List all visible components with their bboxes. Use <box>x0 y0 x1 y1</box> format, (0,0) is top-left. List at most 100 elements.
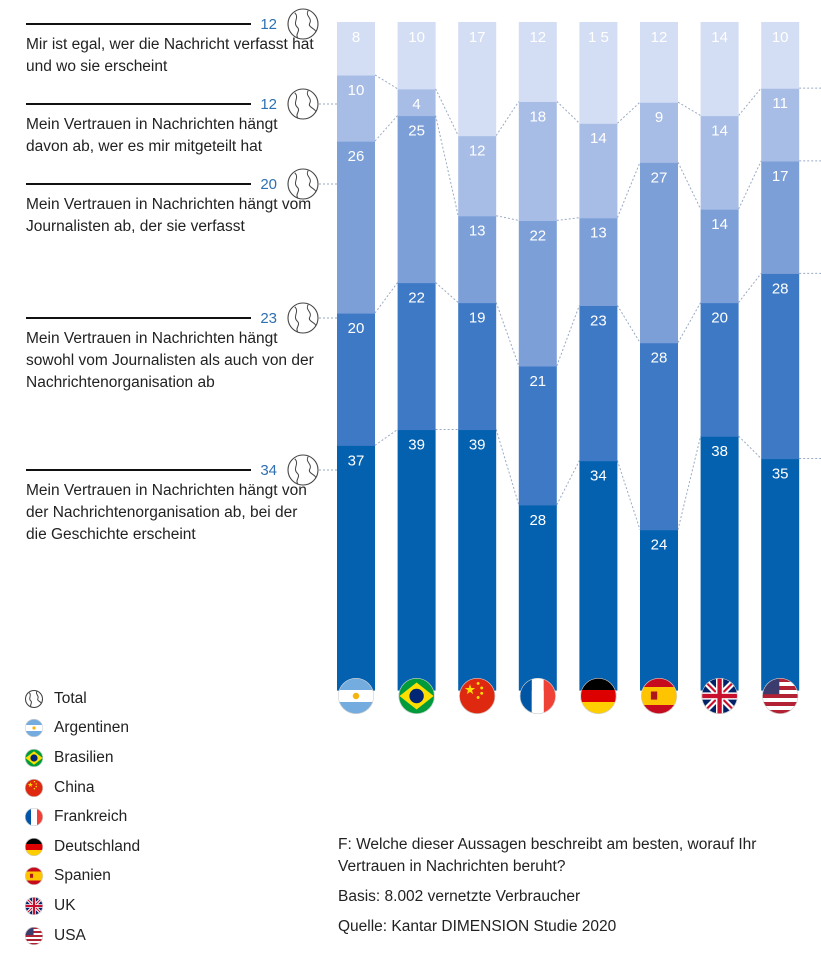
connector-line <box>556 305 580 367</box>
bar-value-label: 35 <box>772 466 789 483</box>
bar-segment <box>397 115 436 284</box>
total-value: 34 <box>260 462 277 479</box>
uk-flag-icon <box>701 677 738 715</box>
total-value: 23 <box>260 310 277 327</box>
bar-value-label: 27 <box>651 169 668 186</box>
statement-label: Mir ist egal, wer die Nachricht verfasst… <box>26 36 314 75</box>
bar-value-label: 14 <box>711 29 728 46</box>
connector-line <box>617 101 641 124</box>
bar-segment <box>640 529 678 691</box>
bar-value-label: 20 <box>348 320 365 337</box>
france-flag-icon <box>519 677 556 715</box>
bar-segment <box>518 101 557 222</box>
bar-segment <box>458 135 497 217</box>
legend-label: Deutschland <box>54 837 141 855</box>
argentina-flag-icon <box>25 719 43 738</box>
connector-line <box>435 88 459 136</box>
legend-item: Argentinen <box>24 714 140 744</box>
statement-label: Mein Vertrauen in Nachrichten hängt von … <box>26 482 307 543</box>
statement-label: Mein Vertrauen in Nachrichten hängt davo… <box>26 116 278 155</box>
bar-value-label: 26 <box>348 148 365 165</box>
survey-question: F: Welche dieser Aussagen beschreibt am … <box>338 836 757 875</box>
bar-segment <box>458 429 497 691</box>
connector-line <box>374 74 398 90</box>
legend-item: China <box>24 773 140 803</box>
bar-value-label: 14 <box>711 216 728 233</box>
bar-column-spanien: 24 28 27 9 12 <box>640 22 678 691</box>
bar-segment <box>761 273 800 460</box>
bar-segment <box>579 460 618 691</box>
legend-item: Total <box>24 684 140 714</box>
bar-segment <box>579 123 618 219</box>
china-flag-icon <box>459 677 496 715</box>
usa-flag-icon <box>762 677 799 715</box>
bar-value-label: 12 <box>651 29 668 46</box>
bar-segment <box>458 22 497 137</box>
bar-segment <box>640 22 678 103</box>
bar-segment <box>397 88 436 117</box>
bar-segment <box>518 220 557 367</box>
bar-segment <box>761 458 800 691</box>
bar-segment <box>518 365 557 506</box>
legend-label: Spanien <box>54 867 111 885</box>
connector-line <box>495 302 520 367</box>
brazil-flag-icon <box>25 748 43 767</box>
statement-label: Mein Vertrauen in Nachrichten hängt sowo… <box>26 330 314 391</box>
connector-line <box>616 305 641 343</box>
china-flag-icon <box>25 778 43 797</box>
connector-line <box>374 282 399 314</box>
connector-line <box>374 429 398 446</box>
bar-segment <box>640 102 678 163</box>
bar-value-label: 10 <box>348 82 365 99</box>
connector-line <box>374 115 398 142</box>
legend-label: Argentinen <box>54 719 129 737</box>
globe-icon <box>287 8 319 40</box>
bar-value-label: 28 <box>772 280 789 297</box>
connector-line <box>738 87 762 116</box>
france-flag-icon <box>25 808 43 827</box>
connector-line <box>495 429 520 505</box>
bar-column-brasilien: 39 22 25 4 10 <box>397 22 436 691</box>
chart-notes: F: Welche dieser Aussagen beschreibt am … <box>338 834 808 938</box>
legend-item: Deutschland <box>24 832 140 862</box>
usa-flag-icon <box>25 926 43 945</box>
total-value: 12 <box>260 16 277 33</box>
bar-segment <box>397 22 436 90</box>
connector-line <box>556 217 580 221</box>
legend-item: UK <box>24 891 140 921</box>
argentina-flag-icon <box>337 677 375 715</box>
connector-line <box>738 160 762 210</box>
bar-segment <box>700 209 739 304</box>
bar-column-deutschland: 34 23 13 14 1 5 <box>579 22 618 691</box>
spain-flag-icon <box>25 867 43 886</box>
legend-item: USA <box>24 921 140 951</box>
bar-segment <box>397 282 436 431</box>
bar-value-label: 17 <box>772 168 789 185</box>
legend-label: UK <box>54 896 76 914</box>
globe-icon <box>24 689 44 708</box>
bar-segment <box>337 141 375 314</box>
bar-value-label: 39 <box>469 436 486 453</box>
bar-segment <box>640 162 678 344</box>
bar-segment <box>700 302 739 437</box>
bar-segment <box>700 436 739 691</box>
legend-item: Brasilien <box>24 743 140 773</box>
connector-line <box>677 436 702 530</box>
bar-value-label: 20 <box>711 310 728 327</box>
connector-line <box>495 101 520 136</box>
connector-line <box>556 460 580 506</box>
sample-basis: Basis: 8.002 vernetzte Verbraucher <box>338 888 581 905</box>
uk-flag-icon <box>25 896 43 915</box>
connector-line <box>738 435 762 459</box>
bar-column-china: 39 19 13 12 17 <box>458 22 497 691</box>
bar-segment <box>337 445 375 691</box>
bar-value-label: 23 <box>590 312 607 329</box>
legend-item: Frankreich <box>24 802 140 832</box>
bar-column-frankreich: 28 21 22 18 12 <box>518 22 557 691</box>
connector-line <box>556 101 580 124</box>
connector-line <box>435 115 459 216</box>
bar-column-uk: 38 20 14 14 14 <box>700 22 739 691</box>
globe-icon <box>287 302 319 334</box>
bar-value-label: 14 <box>711 123 728 140</box>
